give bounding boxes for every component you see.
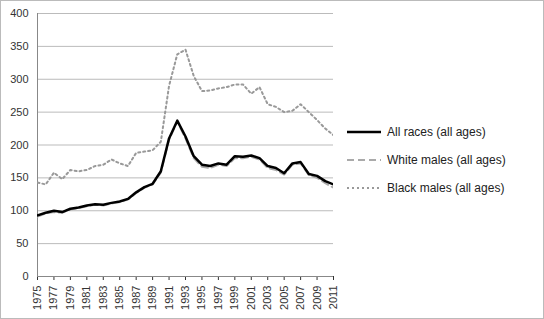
svg-text:1977: 1977	[47, 286, 59, 310]
svg-text:1981: 1981	[80, 286, 92, 310]
svg-text:1985: 1985	[113, 286, 125, 310]
svg-text:1979: 1979	[64, 286, 76, 310]
svg-text:2005: 2005	[278, 286, 290, 310]
svg-text:350: 350	[10, 40, 28, 52]
svg-text:200: 200	[10, 139, 28, 151]
svg-text:2009: 2009	[311, 286, 323, 310]
html-text:White males (all ages): White males (all ages)	[387, 152, 506, 167]
html-text:All races (all ages): All races (all ages)	[387, 124, 486, 139]
svg-text:1993: 1993	[179, 286, 191, 310]
svg-text:1987: 1987	[130, 286, 142, 310]
svg-text:1989: 1989	[146, 286, 158, 310]
svg-text:1997: 1997	[212, 286, 224, 310]
svg-text:50: 50	[16, 237, 28, 249]
svg-text:400: 400	[10, 7, 28, 19]
svg-text:100: 100	[10, 204, 28, 216]
svg-text:2003: 2003	[261, 286, 273, 310]
svg-text:300: 300	[10, 73, 28, 85]
svg-text:1975: 1975	[31, 286, 43, 310]
svg-text:250: 250	[10, 106, 28, 118]
svg-text:150: 150	[10, 171, 28, 183]
svg-text:1983: 1983	[97, 286, 109, 310]
svg-text:1999: 1999	[228, 286, 240, 310]
svg-text:1995: 1995	[195, 286, 207, 310]
svg-text:1991: 1991	[163, 286, 175, 310]
html-text:Black males (all ages): Black males (all ages)	[387, 180, 505, 195]
svg-text:0: 0	[22, 270, 28, 282]
svg-text:2001: 2001	[245, 286, 257, 310]
svg-text:2011: 2011	[327, 286, 339, 310]
svg-text:2007: 2007	[294, 286, 306, 310]
